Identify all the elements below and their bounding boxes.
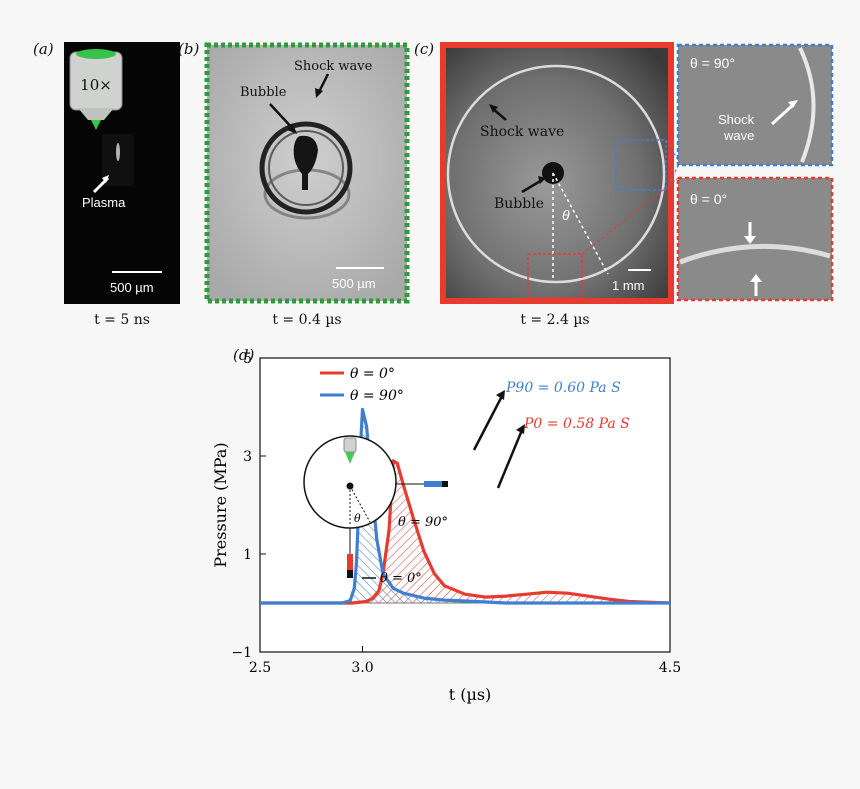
- legend-label-90: θ = 90°: [350, 388, 404, 404]
- sensor-0: [347, 554, 353, 570]
- pressure-chart: −1 1 3 5 2.5 3.0 4.5 t (µs) Pressure (MPa) θ =…: [211, 351, 681, 704]
- panel-c-image: θ Shock wave Bubble 1 mm θ = 90° Shock w…: [440, 42, 834, 304]
- legend-label-0: θ = 0°: [350, 366, 395, 382]
- y-tick-label: −1: [231, 645, 252, 661]
- x-axis-label: t (µs): [449, 685, 492, 704]
- y-tick-label: 5: [243, 351, 252, 367]
- time-label-c: t = 2.4 µs: [520, 312, 590, 328]
- shock-label-c: Shock wave: [480, 124, 564, 140]
- y-tick-label: 3: [243, 449, 252, 465]
- schematic-angle-90: θ = 90°: [398, 515, 448, 530]
- inset-top-label-1: Shock: [718, 112, 755, 127]
- x-tick-label: 3.0: [351, 660, 373, 676]
- geometry-schematic: θ θ = 90° θ = 0°: [303, 435, 448, 586]
- panel-b-image: Shock wave Bubble 500 µm: [204, 42, 410, 304]
- objective-icon: 10×: [69, 49, 123, 130]
- bubble-label-c: Bubble: [494, 196, 544, 212]
- legend: θ = 0° θ = 90°: [312, 362, 416, 406]
- panel-a-image: 10× Plasma 500 µm: [64, 42, 180, 304]
- inset-top-angle: θ = 90°: [690, 55, 735, 71]
- annotation-arrow-p90: [472, 395, 504, 451]
- inset-bottom-angle: θ = 0°: [690, 191, 727, 207]
- panel-a-label: (a): [33, 40, 54, 58]
- inset-top-label-2: wave: [723, 128, 754, 143]
- panel-d-label: (d): [233, 346, 255, 364]
- annotation-arrow-p0: [496, 429, 524, 489]
- x-tick-label: 4.5: [659, 660, 681, 676]
- shock-label-b: Shock wave: [294, 59, 373, 74]
- plasma-spot: [116, 143, 120, 161]
- objective-label: 10×: [80, 76, 112, 94]
- schematic-theta: θ: [354, 512, 361, 525]
- scale-label-b: 500 µm: [332, 276, 376, 291]
- theta-label-c: θ: [562, 207, 570, 223]
- schematic-angle-0: θ = 0°: [380, 571, 422, 586]
- bubble-b: [293, 135, 318, 190]
- panel-b-label: (b): [178, 40, 200, 58]
- bubble-label-b: Bubble: [240, 85, 287, 100]
- y-axis-label: Pressure (MPa): [211, 442, 230, 567]
- y-tick-label: 1: [243, 547, 252, 563]
- annotation-p90: P90 = 0.60 Pa S: [505, 380, 621, 396]
- plasma-label: Plasma: [82, 195, 126, 210]
- panel-c-label: (c): [414, 40, 435, 58]
- sensor-90: [424, 481, 442, 487]
- scale-label-c: 1 mm: [612, 278, 645, 293]
- series-line-0: [260, 459, 671, 605]
- scale-label-a: 500 µm: [110, 280, 154, 295]
- series-line-1: [260, 407, 670, 605]
- annotation-p0: P0 = 0.58 Pa S: [523, 416, 630, 432]
- x-tick-label: 2.5: [249, 660, 271, 676]
- shock-ring-b: [259, 121, 353, 215]
- shock-ring-c: [446, 64, 666, 284]
- time-label-a: t = 5 ns: [94, 312, 150, 328]
- time-label-b: t = 0.4 µs: [272, 312, 342, 328]
